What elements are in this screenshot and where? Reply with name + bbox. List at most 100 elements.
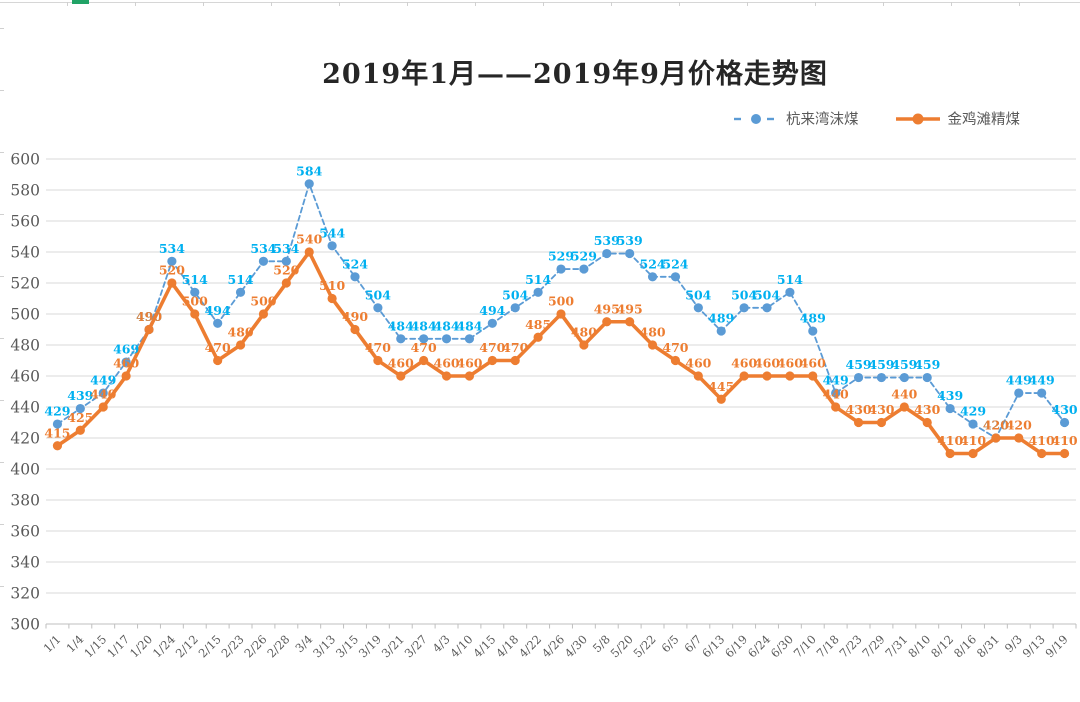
x-tick-label: 2/15: [196, 632, 224, 660]
series-marker: [144, 324, 154, 335]
data-label: 495: [594, 301, 620, 316]
data-label: 470: [502, 340, 528, 355]
series-marker: [75, 403, 85, 414]
series-marker: [396, 334, 406, 344]
legend-item-jinjitan[interactable]: 金鸡滩精煤: [895, 108, 1020, 129]
series-marker: [556, 264, 566, 274]
series-marker: [327, 293, 337, 304]
series-marker: [556, 309, 566, 319]
x-tick-label: 7/10: [791, 632, 819, 660]
data-label: 514: [228, 272, 254, 287]
y-tick-label: 440: [10, 399, 40, 417]
series-marker: [762, 371, 772, 381]
y-tick-label: 400: [10, 461, 40, 479]
data-label: 410: [937, 433, 963, 448]
series-marker: [396, 371, 406, 381]
x-tick-label: 2/28: [264, 632, 292, 660]
data-label: 524: [342, 256, 368, 271]
series-marker: [441, 371, 452, 381]
x-tick-label: 9/13: [1020, 632, 1048, 660]
data-label: 520: [159, 263, 185, 278]
data-label: 440: [891, 387, 917, 402]
series-marker: [899, 372, 909, 383]
x-tick-label: 4/30: [562, 632, 590, 660]
data-label: 460: [800, 356, 826, 371]
x-tick-label: 1/24: [150, 632, 178, 660]
series-marker: [533, 287, 543, 297]
data-label: 430: [1052, 402, 1078, 417]
data-label: 429: [960, 404, 986, 419]
data-label: 470: [662, 340, 688, 355]
spreadsheet-row-ticks: [0, 28, 4, 628]
data-label: 449: [1029, 373, 1055, 388]
data-label: 489: [800, 311, 826, 326]
data-label: 410: [960, 433, 986, 448]
data-label: 430: [846, 402, 872, 417]
series-marker: [213, 318, 223, 328]
x-tick-label: 1/17: [104, 632, 132, 660]
data-label: 430: [868, 402, 894, 417]
data-label: 469: [113, 342, 139, 357]
legend-item-hanglaiwan[interactable]: 杭来湾沫煤: [733, 108, 859, 129]
data-label: 449: [1006, 373, 1032, 388]
x-tick-label: 3/13: [310, 632, 338, 660]
data-label: 480: [228, 325, 254, 340]
series-marker: [281, 278, 291, 288]
series-marker: [419, 355, 429, 366]
data-label: 439: [67, 388, 93, 403]
series-marker: [167, 278, 177, 288]
x-tick-label: 4/22: [516, 632, 544, 660]
data-label: 459: [914, 357, 940, 372]
series-marker: [327, 241, 337, 251]
data-label: 410: [1029, 433, 1055, 448]
series-marker: [52, 441, 63, 451]
data-label: 534: [250, 241, 276, 256]
series-marker: [52, 419, 63, 429]
series-marker: [258, 309, 269, 319]
data-label: 514: [182, 272, 208, 287]
series-marker: [876, 372, 887, 383]
data-label: 420: [1006, 418, 1032, 433]
data-label: 534: [159, 241, 185, 256]
data-label: 485: [525, 317, 551, 332]
series-marker: [853, 372, 864, 383]
data-label: 494: [205, 303, 231, 318]
x-tick-label: 4/18: [493, 632, 521, 660]
data-label: 415: [44, 425, 70, 440]
chart-title: 2019年1月——2019年9月价格走势图: [322, 59, 828, 90]
series-marker: [739, 371, 749, 381]
series-marker: [213, 355, 223, 366]
data-label: 440: [90, 387, 116, 402]
legend-label: 杭来湾沫煤: [786, 112, 859, 128]
x-tick-label: 3/19: [356, 632, 384, 660]
series-marker: [968, 448, 978, 459]
data-label: 539: [594, 233, 620, 248]
data-label: 410: [1052, 433, 1078, 448]
series-marker: [785, 287, 795, 297]
series-marker: [487, 355, 497, 366]
data-label: 420: [983, 418, 1009, 433]
series-marker: [968, 419, 978, 429]
data-label: 460: [434, 356, 460, 371]
x-tick-label: 1/20: [127, 632, 155, 660]
x-tick-label: 2/23: [219, 632, 247, 660]
x-tick-label: 6/13: [699, 632, 727, 660]
x-tick-label: 1/15: [81, 632, 109, 660]
data-label: 524: [662, 256, 688, 271]
data-label: 495: [617, 301, 643, 316]
data-label: 470: [479, 340, 505, 355]
x-tick-label: 6/19: [722, 632, 750, 660]
series-marker: [922, 417, 932, 428]
data-label: 504: [754, 287, 780, 302]
series-marker: [441, 334, 452, 344]
data-label: 490: [136, 309, 162, 324]
x-tick-label: 7/31: [882, 632, 910, 660]
x-tick-label: 9/19: [1043, 632, 1071, 660]
series-marker: [670, 355, 681, 366]
data-label: 460: [777, 356, 803, 371]
data-label: 460: [754, 356, 780, 371]
y-tick-label: 520: [10, 275, 40, 293]
data-label: 459: [891, 357, 917, 372]
series-marker: [1059, 417, 1070, 428]
series-marker: [190, 309, 200, 319]
